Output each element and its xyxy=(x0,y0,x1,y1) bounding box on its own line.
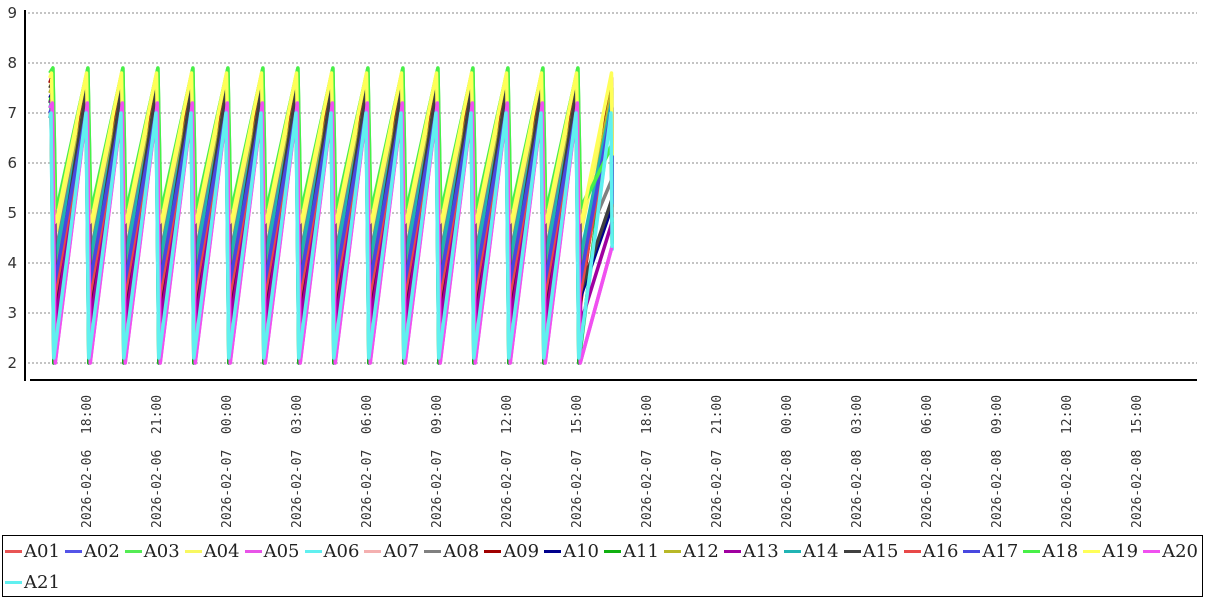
legend-item-a16[interactable]: A16 xyxy=(903,536,959,566)
series-line-a21 xyxy=(48,111,614,360)
x-tick-label: 2026-02-07 12:00 xyxy=(500,395,515,528)
x-tick-label: 2026-02-07 21:00 xyxy=(710,395,725,528)
legend-item-a01[interactable]: A01 xyxy=(5,536,60,566)
legend-swatch xyxy=(64,549,82,553)
legend-swatch xyxy=(484,549,502,553)
y-tick-label: 8 xyxy=(7,54,17,72)
legend-swatch xyxy=(5,549,22,553)
legend-item-a19[interactable]: A19 xyxy=(1083,536,1138,566)
x-tick-label: 2026-02-08 00:00 xyxy=(780,395,795,528)
y-tick-label: 6 xyxy=(7,154,17,172)
legend-label: A18 xyxy=(1042,540,1079,562)
legend-item-a08[interactable]: A08 xyxy=(424,536,479,566)
legend-item-a11[interactable]: A11 xyxy=(604,536,659,566)
y-tick-label: 7 xyxy=(7,104,17,122)
legend-item-a03[interactable]: A03 xyxy=(124,536,180,566)
legend-item-a04[interactable]: A04 xyxy=(184,536,240,566)
x-tick-label: 2026-02-07 06:00 xyxy=(360,395,375,528)
legend-swatch xyxy=(843,549,861,553)
legend-item-a18[interactable]: A18 xyxy=(1023,536,1078,566)
legend-label: A07 xyxy=(383,540,420,562)
y-tick-label: 2 xyxy=(7,354,17,372)
legend-label: A05 xyxy=(263,540,300,562)
legend-swatch xyxy=(5,580,22,584)
legend-swatch xyxy=(963,549,981,553)
x-tick-label: 2026-02-08 15:00 xyxy=(1130,395,1145,528)
legend-label: A09 xyxy=(503,540,540,562)
legend-label: A02 xyxy=(83,540,120,562)
legend-label: A11 xyxy=(623,540,659,562)
legend-swatch xyxy=(1143,549,1161,553)
x-tick-label: 2026-02-08 12:00 xyxy=(1060,395,1075,528)
y-tick-label: 9 xyxy=(7,4,17,22)
legend-swatch xyxy=(1083,549,1101,553)
x-tick-label: 2026-02-08 06:00 xyxy=(920,395,935,528)
legend-label: A19 xyxy=(1102,540,1139,562)
legend-swatch xyxy=(304,549,322,553)
legend-swatch xyxy=(783,549,801,553)
legend-swatch xyxy=(244,549,262,553)
legend-item-a12[interactable]: A12 xyxy=(663,536,719,566)
legend-label: A06 xyxy=(323,540,360,562)
legend-item-a20[interactable]: A20 xyxy=(1143,536,1198,566)
x-tick-label: 2026-02-07 03:00 xyxy=(290,395,305,528)
legend-item-a06[interactable]: A06 xyxy=(304,536,360,566)
legend-label: A12 xyxy=(682,540,719,562)
legend-item-a14[interactable]: A14 xyxy=(783,536,839,566)
y-tick-label: 5 xyxy=(7,204,17,222)
legend-swatch xyxy=(604,549,621,553)
x-tick-label: 2026-02-06 18:00 xyxy=(80,395,95,528)
legend-item-a09[interactable]: A09 xyxy=(484,536,539,566)
legend-swatch xyxy=(184,549,202,553)
legend-label: A13 xyxy=(742,540,779,562)
x-tick-label: 2026-02-08 03:00 xyxy=(850,395,865,528)
legend-label: A20 xyxy=(1162,540,1198,562)
x-tick-label: 2026-02-06 21:00 xyxy=(150,395,165,528)
legend-label: A10 xyxy=(563,540,599,562)
legend-item-a13[interactable]: A13 xyxy=(723,536,779,566)
legend-item-a07[interactable]: A07 xyxy=(364,536,419,566)
legend-label: A15 xyxy=(862,540,899,562)
legend-swatch xyxy=(424,549,442,553)
legend-label: A17 xyxy=(982,540,1019,562)
x-tick-label: 2026-02-07 00:00 xyxy=(220,395,235,528)
legend-item-a10[interactable]: A10 xyxy=(544,536,599,566)
legend-label: A04 xyxy=(203,540,240,562)
legend-item-a05[interactable]: A05 xyxy=(244,536,300,566)
legend-item-a21[interactable]: A21 xyxy=(5,567,60,597)
line-chart: 2 3 4 5 6 7 8 9 2026-02-06 18:00 2026-02-06 21:00… xyxy=(7,4,1197,528)
legend: A01 A02 A03 A04 A05 A06 A07 A08 A09 A10 A11 A12 A13 A… xyxy=(2,535,1203,597)
y-tick-label: 4 xyxy=(7,254,17,272)
legend-label: A14 xyxy=(802,540,839,562)
legend-swatch xyxy=(903,549,921,553)
legend-label: A16 xyxy=(922,540,959,562)
legend-item-a15[interactable]: A15 xyxy=(843,536,899,566)
legend-label: A08 xyxy=(443,540,480,562)
legend-swatch xyxy=(544,549,562,553)
legend-swatch xyxy=(1023,549,1041,553)
legend-swatch xyxy=(124,549,142,553)
x-tick-label: 2026-02-08 09:00 xyxy=(990,395,1005,528)
legend-label: A01 xyxy=(24,540,60,562)
y-tick-label: 3 xyxy=(7,304,17,322)
legend-label: A21 xyxy=(24,571,60,593)
legend-item-a17[interactable]: A17 xyxy=(963,536,1018,566)
legend-swatch xyxy=(663,549,681,553)
legend-swatch xyxy=(723,549,741,553)
legend-swatch xyxy=(364,549,382,553)
x-tick-label: 2026-02-07 09:00 xyxy=(430,395,445,528)
legend-label: A03 xyxy=(143,540,180,562)
x-tick-label: 2026-02-07 18:00 xyxy=(640,395,655,528)
legend-item-a02[interactable]: A02 xyxy=(64,536,120,566)
x-tick-label: 2026-02-07 15:00 xyxy=(570,395,585,528)
